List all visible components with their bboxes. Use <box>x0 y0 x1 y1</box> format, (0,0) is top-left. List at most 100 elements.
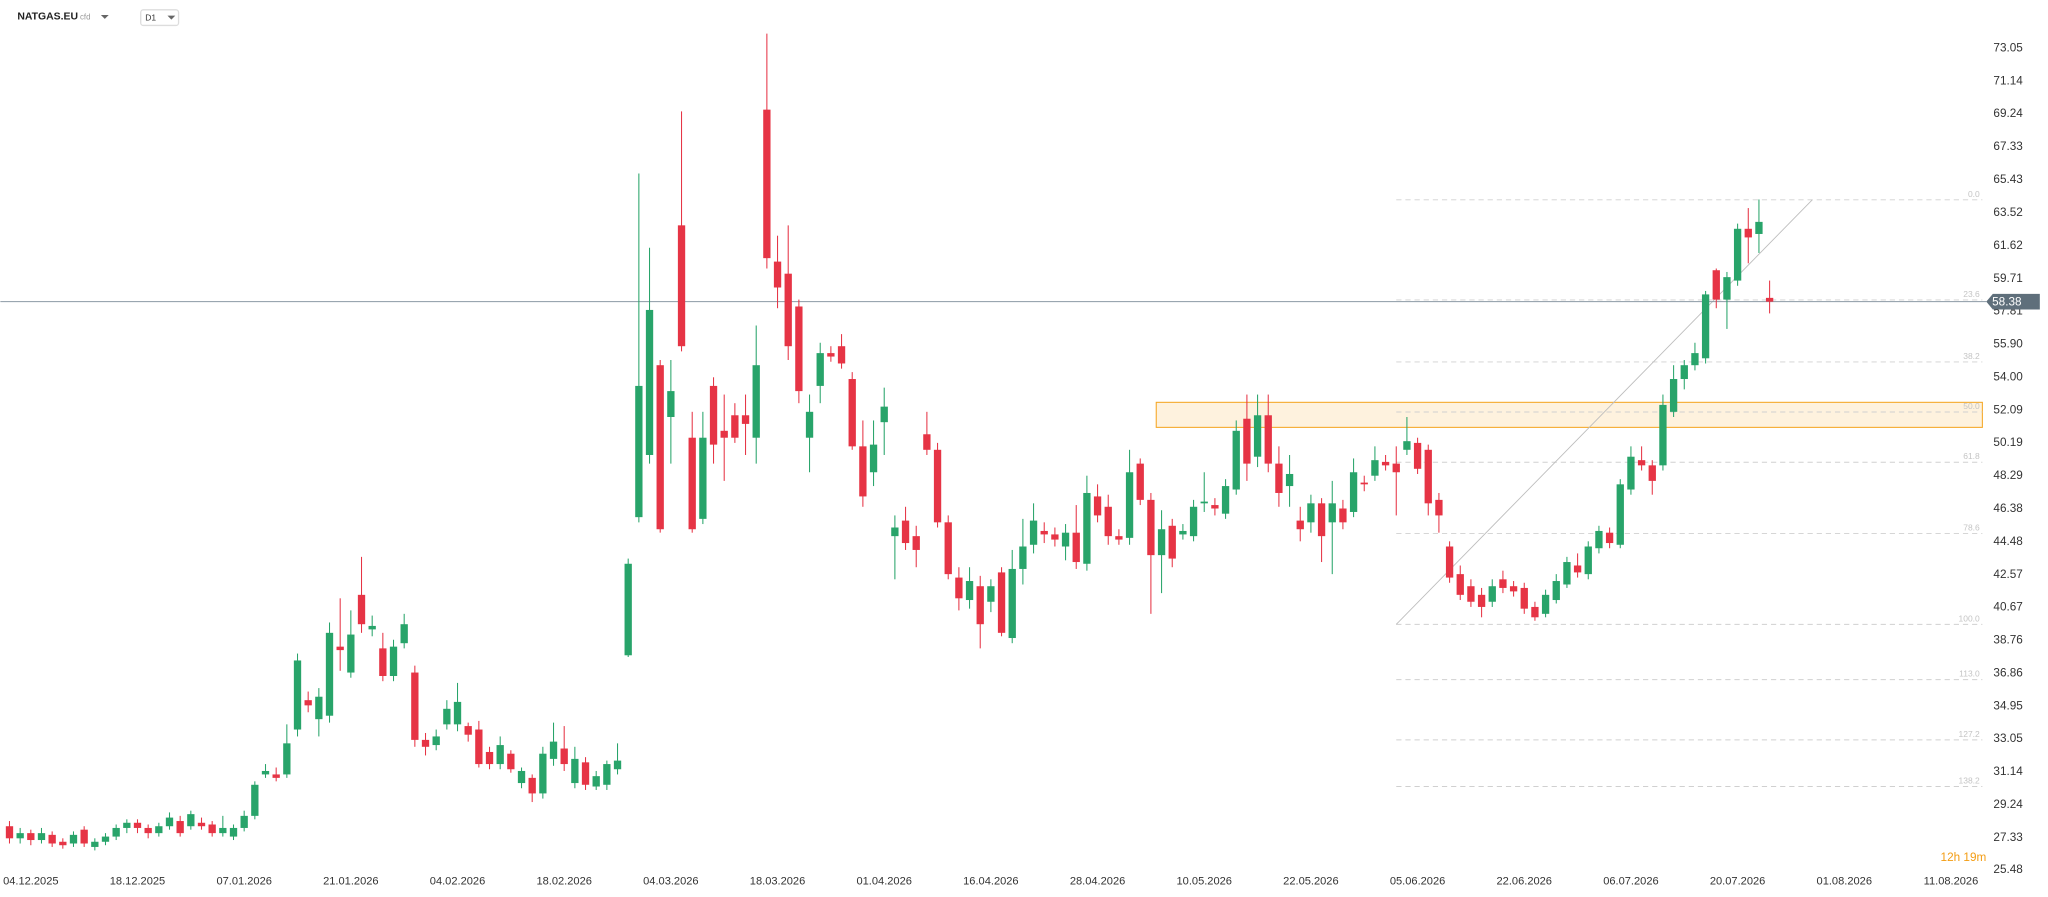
candle-body <box>208 824 216 834</box>
y-tick-label: 36.86 <box>1993 666 2023 679</box>
candle-body <box>1723 277 1731 300</box>
symbol[interactable]: NATGAS.EU <box>17 12 78 23</box>
candle-body <box>1573 565 1582 573</box>
x-tick-label: 01.08.2026 <box>1817 875 1872 887</box>
candle-body <box>901 520 910 544</box>
candle-body <box>923 434 931 450</box>
candle-body <box>1349 472 1358 512</box>
candle-body <box>347 634 355 673</box>
fib-label: 113.0 <box>1959 669 1980 679</box>
timeframe[interactable]: D1 <box>145 12 156 22</box>
candle-body <box>997 572 1006 633</box>
timeframe-box[interactable] <box>140 9 180 27</box>
candle-body <box>496 745 504 765</box>
candle-body <box>667 391 675 417</box>
candle-body <box>848 379 856 447</box>
candle-body <box>1531 606 1539 618</box>
y-tick-label: 73.05 <box>1993 41 2023 54</box>
candle-body <box>1061 532 1070 547</box>
y-tick-label: 44.48 <box>1993 535 2023 548</box>
candle-body <box>1275 463 1283 493</box>
candle-body <box>517 770 526 784</box>
x-tick-label: 18.03.2026 <box>750 875 805 887</box>
candle-body <box>229 827 238 837</box>
candle-body <box>165 817 174 827</box>
candle-body <box>699 437 707 519</box>
candle-body <box>1381 461 1390 466</box>
candle-body <box>475 729 483 765</box>
candle-body <box>101 836 110 842</box>
candle-body <box>155 826 163 834</box>
candle-body <box>1712 270 1720 300</box>
y-tick-label: 27.33 <box>1993 831 2023 844</box>
candle-body <box>336 646 344 651</box>
candle-body <box>251 784 259 816</box>
candle-body <box>1584 546 1592 575</box>
y-tick-label: 34.95 <box>1993 699 2023 712</box>
candle-body <box>80 829 88 844</box>
y-tick-label: 31.14 <box>1993 765 2023 778</box>
candle-body <box>1104 506 1112 537</box>
candle-body <box>315 696 323 720</box>
candle-body <box>1360 482 1368 485</box>
candle-body <box>1328 503 1336 523</box>
candle-body <box>1136 463 1144 500</box>
candle-body <box>613 760 622 770</box>
candle-body <box>1221 486 1230 514</box>
y-tick-label: 48.29 <box>1993 469 2022 482</box>
candle-body <box>635 385 643 518</box>
x-tick-label: 10.05.2026 <box>1177 875 1232 887</box>
candle-body <box>411 672 419 740</box>
candle-body <box>1477 594 1486 607</box>
y-tick-label: 63.52 <box>1993 206 2022 219</box>
candle-body <box>1285 473 1294 487</box>
candle-body <box>1435 499 1443 516</box>
candle-body <box>752 365 760 438</box>
x-tick-label: 05.06.2026 <box>1390 875 1445 887</box>
candle-body <box>795 306 803 392</box>
candle-body <box>1424 449 1432 504</box>
candle-body <box>592 776 600 787</box>
candle-body <box>1093 496 1102 516</box>
candle-body <box>1264 415 1272 464</box>
candle-body <box>133 822 142 828</box>
candle-body <box>1680 365 1688 380</box>
x-tick-label: 22.06.2026 <box>1497 875 1552 887</box>
x-tick-label: 18.02.2026 <box>536 875 591 887</box>
y-tick-label: 50.19 <box>1993 436 2022 449</box>
candle-body <box>1552 581 1560 601</box>
candle-body <box>48 834 56 844</box>
candle-body <box>464 726 472 735</box>
y-tick-label: 71.14 <box>1993 74 2023 87</box>
timeframe-dropdown[interactable] <box>167 15 176 20</box>
x-tick-label: 04.03.2026 <box>643 875 698 887</box>
candle-body <box>485 751 494 765</box>
x-tick-label: 21.01.2026 <box>323 875 378 887</box>
candle-body <box>1563 562 1571 585</box>
candle-body <box>112 827 120 837</box>
symbol-dropdown[interactable] <box>100 15 109 19</box>
x-tick-label: 16.04.2026 <box>963 875 1018 887</box>
fib-label: 100.0 <box>1959 613 1980 623</box>
candle-body <box>37 833 46 841</box>
candle-body <box>773 261 782 288</box>
candle-body <box>1701 294 1710 359</box>
candle-body <box>1499 579 1507 588</box>
x-tick-label: 01.04.2026 <box>856 875 911 887</box>
candle-body <box>1040 530 1048 535</box>
candle-body <box>869 444 878 473</box>
candle-body <box>1509 586 1518 592</box>
candle-body <box>1520 587 1528 609</box>
candle-body <box>1733 228 1742 281</box>
candle-body <box>933 449 942 523</box>
candle-body <box>293 660 302 730</box>
candle-body <box>283 743 291 775</box>
candle-body <box>1125 472 1134 538</box>
y-tick-label: 42.57 <box>1993 568 2022 581</box>
instrument-type: cfd <box>80 13 90 22</box>
candle-body <box>304 700 312 706</box>
plot-area: 0.0 23.6 38.2 50.0 61.8 78.6 100.0 113.0 127.2 13… <box>0 33 2023 887</box>
candle-body <box>603 764 611 785</box>
